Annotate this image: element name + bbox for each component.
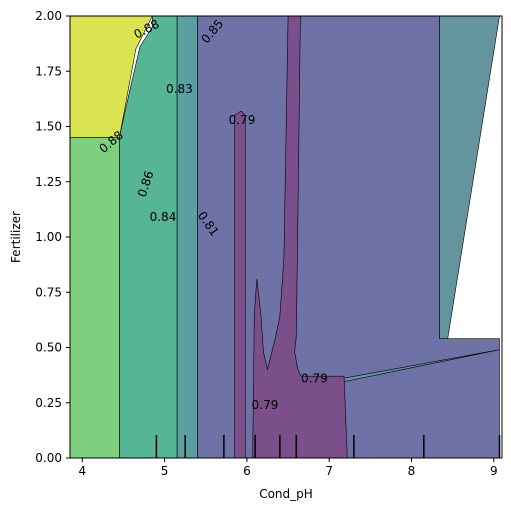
y-tick-label-7: 1.75: [35, 64, 62, 78]
x-axis-label: Cond_pH: [259, 487, 313, 501]
y-tick-label-3: 0.75: [35, 285, 62, 299]
x-axis: 4 5 6 7 8 9: [79, 458, 498, 478]
contour-region-1: [440, 16, 500, 339]
contour-region-7: [70, 138, 119, 458]
y-tick-label-6: 1.50: [35, 120, 62, 134]
contour-label-8: 0.79: [301, 371, 328, 385]
y-tick-label-0: 0.00: [35, 451, 62, 465]
y-tick-label-2: 0.50: [35, 341, 62, 355]
x-tick-label-4: 8: [408, 464, 416, 478]
x-tick-label-2: 6: [243, 464, 251, 478]
y-axis-label: Fertilizer: [9, 211, 23, 263]
y-tick-label-4: 1.00: [35, 230, 62, 244]
x-tick-label-3: 7: [325, 464, 333, 478]
contour-label-6: 0.84: [150, 210, 177, 224]
y-tick-label-1: 0.25: [35, 396, 62, 410]
y-axis: 0.00 0.25 0.50 0.75 1.00 1.25 1.50 1.75 2.00: [35, 9, 70, 465]
contour-region-3: [235, 111, 246, 458]
contour-label-3: 0.79: [229, 113, 256, 127]
y-tick-label-8: 2.00: [35, 9, 62, 23]
contour-label-9: 0.79: [252, 398, 279, 412]
x-tick-label-5: 9: [490, 464, 498, 478]
y-tick-label-5: 1.25: [35, 175, 62, 189]
contour-regions: [70, 16, 500, 458]
contour-label-2: 0.83: [166, 82, 193, 96]
x-tick-label-1: 5: [161, 464, 169, 478]
x-tick-label-0: 4: [79, 464, 87, 478]
